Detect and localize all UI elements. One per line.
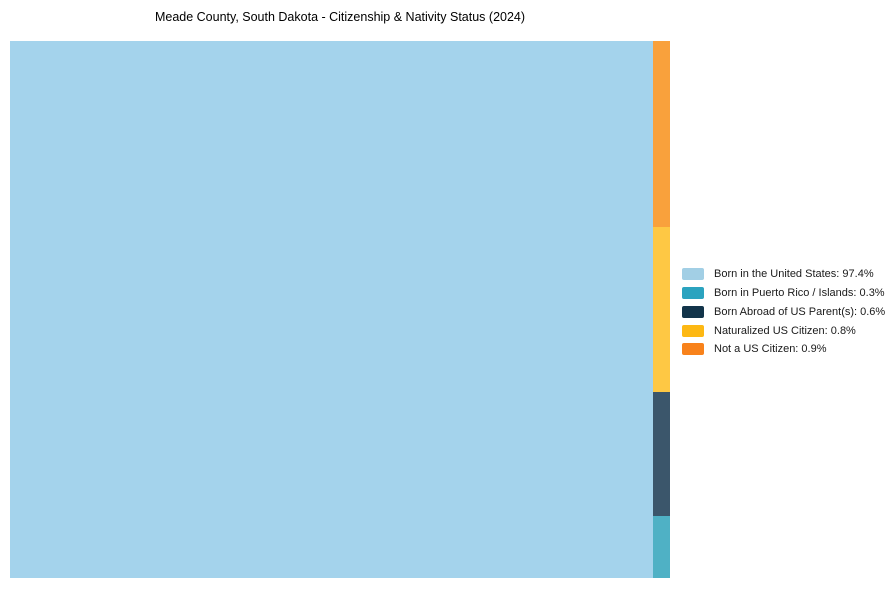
chart-title: Meade County, South Dakota - Citizenship… [154, 10, 526, 24]
treemap-segment-born-abroad-of-us-parent-s [653, 392, 670, 516]
legend-swatch-not-citizen [682, 343, 704, 356]
legend: Born in the United States: 97.4% Born in… [682, 265, 885, 359]
legend-item: Born in the United States: 97.4% [682, 265, 885, 284]
treemap-segment-born-in-puerto-rico-islands [653, 516, 670, 578]
legend-swatch-puerto-rico [682, 287, 704, 300]
legend-swatch-born-in-us [682, 268, 704, 281]
legend-label-not-citizen: Not a US Citizen: 0.9% [714, 343, 827, 356]
legend-swatch-naturalized [682, 324, 704, 337]
legend-item: Not a US Citizen: 0.9% [682, 340, 885, 359]
legend-item: Born in Puerto Rico / Islands: 0.3% [682, 284, 885, 303]
legend-swatch-born-abroad [682, 305, 704, 318]
legend-label-born-abroad: Born Abroad of US Parent(s): 0.6% [714, 305, 886, 318]
legend-label-born-in-us: Born in the United States: 97.4% [714, 268, 874, 281]
legend-label-puerto-rico: Born in Puerto Rico / Islands: 0.3% [714, 287, 885, 300]
legend-label-naturalized: Naturalized US Citizen: 0.8% [714, 324, 856, 337]
legend-item: Naturalized US Citizen: 0.8% [682, 321, 885, 340]
treemap-segment-not-a-us-citizen [653, 41, 670, 227]
treemap-segment-born-in-the-united-states [10, 41, 653, 578]
treemap-area [10, 41, 670, 578]
treemap-segment-naturalized-us-citizen [653, 227, 670, 392]
legend-item: Born Abroad of US Parent(s): 0.6% [682, 303, 885, 322]
